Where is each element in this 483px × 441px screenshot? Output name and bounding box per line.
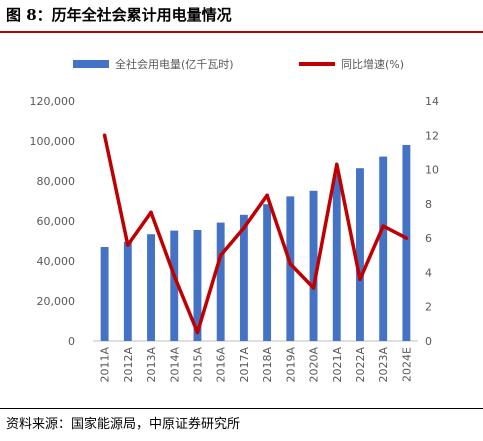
growth-point-2014A bbox=[172, 274, 177, 278]
growth-point-2015A bbox=[195, 330, 200, 335]
y-left-tick-label: 120,000 bbox=[30, 95, 76, 108]
source-note: 资料来源：国家能源局，中原证券研究所 bbox=[6, 417, 241, 432]
bar-2019A bbox=[286, 196, 295, 341]
bar-2021A bbox=[332, 174, 341, 341]
bar-2023A bbox=[379, 156, 388, 341]
x-tick-label: 2018A bbox=[261, 347, 274, 383]
x-tick-label: 2019A bbox=[284, 347, 297, 383]
y-right-tick-label: 12 bbox=[425, 129, 439, 142]
x-tick-label: 2020A bbox=[308, 347, 321, 383]
y-right-tick-label: 10 bbox=[425, 164, 439, 177]
bar-2015A bbox=[193, 230, 202, 341]
legend-item-consumption: 全社会用电量(亿千瓦时) bbox=[73, 56, 234, 72]
legend-label-growth: 同比增速(%) bbox=[341, 58, 405, 71]
x-tick-label: 2012A bbox=[122, 347, 135, 383]
x-tick-label: 2013A bbox=[145, 347, 158, 383]
growth-point-2021A bbox=[334, 162, 339, 167]
x-tick-label: 2024E bbox=[400, 347, 413, 382]
x-tick-label: 2021A bbox=[331, 347, 344, 383]
bar-2017A bbox=[239, 214, 248, 341]
bar-2020A bbox=[309, 190, 318, 341]
y-left-tick-label: 100,000 bbox=[30, 135, 76, 148]
bar-2022A bbox=[356, 168, 364, 341]
bar-2012A bbox=[123, 241, 132, 341]
figure-title: 图 8：历年全社会累计用电量情况 bbox=[6, 6, 232, 24]
growth-point-2016A bbox=[218, 253, 223, 258]
bar-2018A bbox=[263, 204, 272, 341]
y-left-tick-label: 40,000 bbox=[37, 255, 76, 268]
bar-2024E bbox=[402, 145, 411, 341]
y-right-tick-label: 6 bbox=[425, 232, 432, 245]
x-tick-label: 2011A bbox=[99, 347, 112, 383]
y-right-tick-label: 0 bbox=[425, 335, 432, 348]
bar-2011A bbox=[100, 247, 109, 341]
y-left-tick-label: 60,000 bbox=[37, 215, 76, 228]
growth-rate-line bbox=[102, 134, 408, 335]
y-right-tick-label: 14 bbox=[425, 95, 439, 108]
growth-point-2012A bbox=[126, 243, 130, 247]
x-tick-label: 2017A bbox=[238, 347, 251, 383]
growth-point-2022A bbox=[358, 277, 362, 282]
x-tick-label: 2022A bbox=[354, 347, 367, 383]
legend-item-growth: 同比增速(%) bbox=[299, 56, 404, 72]
growth-point-2023A bbox=[381, 224, 385, 228]
growth-point-2019A bbox=[288, 262, 293, 266]
x-tick-label: 2014A bbox=[168, 347, 181, 383]
growth-point-2017A bbox=[242, 226, 246, 230]
y-left-tick-label: 0 bbox=[68, 335, 75, 348]
y-left-tick-label: 80,000 bbox=[37, 175, 76, 188]
growth-point-2020A bbox=[311, 286, 316, 290]
growth-point-2013A bbox=[149, 210, 153, 215]
y-right-tick-label: 2 bbox=[425, 301, 432, 314]
growth-point-2011A bbox=[102, 133, 107, 138]
source-divider bbox=[0, 408, 483, 409]
bar-2016A bbox=[216, 222, 225, 341]
x-tick-label: 2015A bbox=[191, 347, 204, 383]
y-left-tick-label: 20,000 bbox=[37, 295, 76, 308]
x-tick-label: 2016A bbox=[215, 347, 228, 383]
bar-2013A bbox=[147, 234, 155, 341]
bar-2014A bbox=[170, 230, 179, 341]
x-tick-label: 2023A bbox=[377, 347, 390, 383]
legend-line-swatch bbox=[299, 62, 335, 66]
y-right-tick-label: 8 bbox=[425, 198, 432, 211]
y-right-tick-label: 4 bbox=[425, 266, 432, 279]
growth-point-2024E bbox=[404, 236, 409, 240]
title-underline bbox=[0, 31, 483, 33]
legend-bar-swatch bbox=[73, 60, 109, 68]
electricity-consumption-chart: 0 20,000 40,000 60,000 80,000 100,000 120,000 0… bbox=[30, 95, 440, 383]
legend-label-consumption: 全社会用电量(亿千瓦时) bbox=[115, 58, 234, 71]
growth-point-2018A bbox=[265, 193, 269, 198]
